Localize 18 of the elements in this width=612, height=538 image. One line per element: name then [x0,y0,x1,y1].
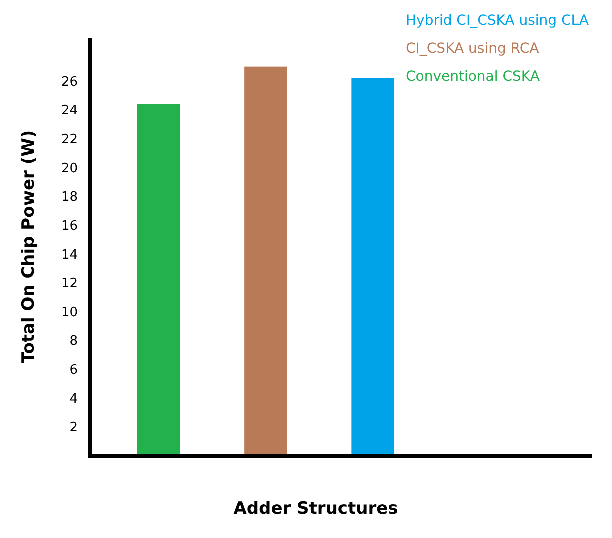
y-tick-label: 22 [61,132,78,148]
y-tick-label: 4 [70,392,78,407]
y-tick-label: 14 [61,248,78,263]
y-tick-label: 26 [61,74,78,90]
y-tick-label: 24 [61,104,78,119]
y-tick-label: 2 [70,420,78,436]
text: Hybrid CI_CSKA using CLA [406,13,590,30]
y-axis-title: Total On Chip Power (W) [19,130,39,364]
text: CI_CSKA using RCA [406,41,540,58]
y-tick-label: 16 [61,218,78,234]
y-tick-label: 20 [61,161,78,176]
y-tick-label: 8 [70,334,78,350]
x-axis-title: Adder Structures [234,499,398,519]
y-tick-label: 12 [61,276,78,292]
text: Conventional CSKA [406,69,540,86]
y-tick-label: 10 [61,305,78,320]
y-tick-label: 18 [61,190,78,206]
y-tick-label: 6 [70,363,78,378]
